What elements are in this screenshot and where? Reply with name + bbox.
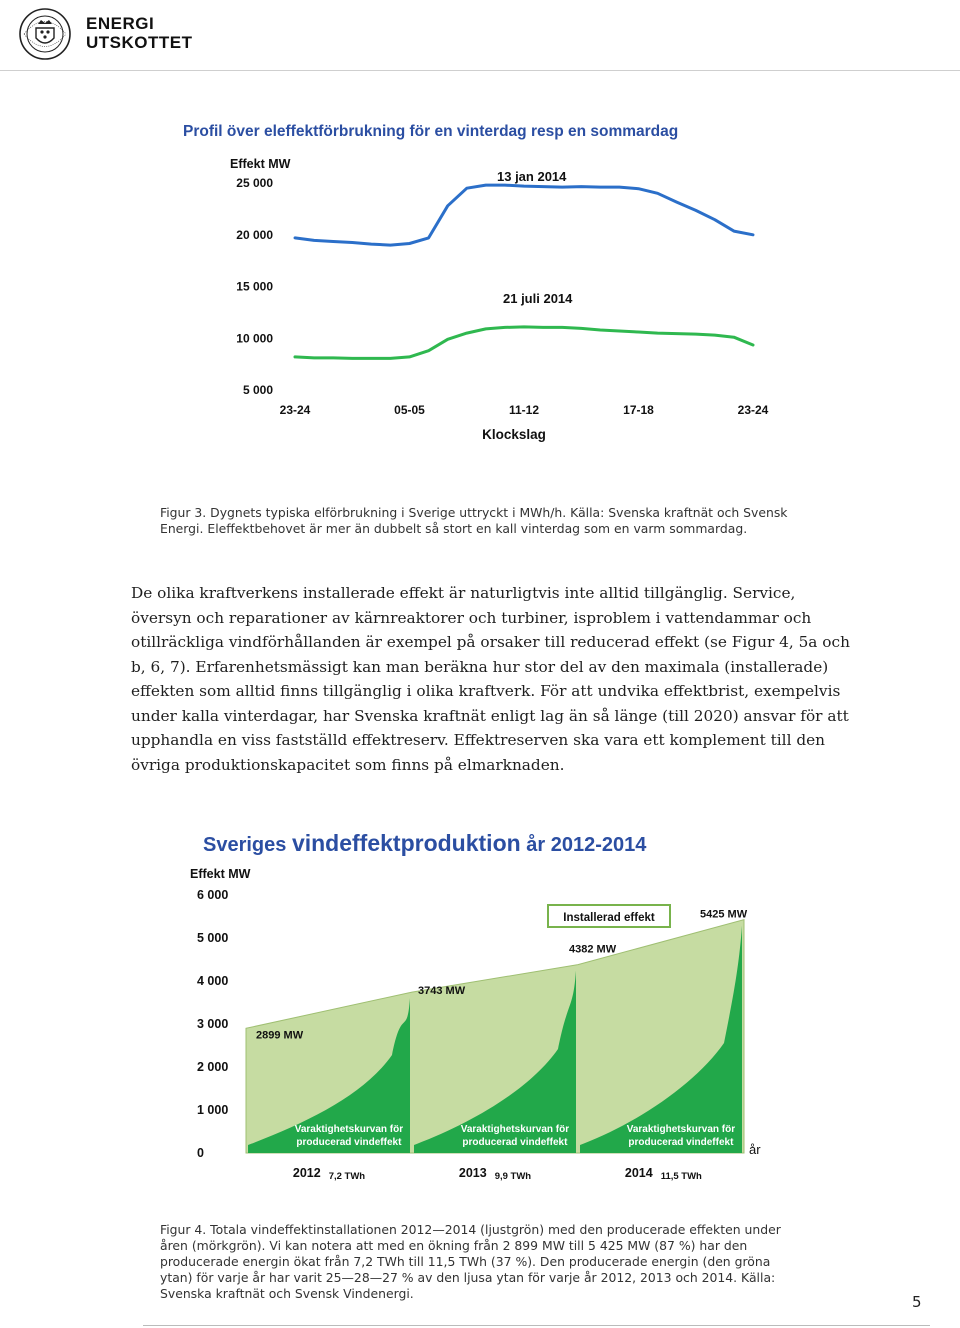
series-label: 13 jan 2014 bbox=[497, 169, 567, 184]
header-divider bbox=[0, 70, 960, 71]
duration-curve-label: producerad vindeffekt bbox=[628, 1137, 734, 1148]
y-tick-label: 5 000 bbox=[243, 383, 273, 397]
y-axis-label: Effekt MW bbox=[190, 867, 251, 881]
y-tick-label: 15 000 bbox=[236, 280, 273, 294]
year-label: 2014 bbox=[625, 1166, 653, 1180]
y-tick-label: 0 bbox=[197, 1146, 204, 1160]
installed-value-label: 3743 MW bbox=[418, 985, 466, 997]
series-line bbox=[293, 325, 755, 360]
installed-value-label: 5425 MW bbox=[700, 909, 748, 921]
produced-energy-area bbox=[248, 998, 410, 1153]
footer-divider bbox=[143, 1325, 930, 1326]
page-number: 5 bbox=[912, 1293, 922, 1311]
y-tick-label: 4 000 bbox=[197, 974, 228, 988]
installed-value-label: 2899 MW bbox=[256, 1029, 304, 1041]
x-tick-label: 05-05 bbox=[394, 403, 425, 417]
duration-curve-label: producerad vindeffekt bbox=[296, 1137, 402, 1148]
energy-label: 11,5 TWh bbox=[661, 1171, 702, 1182]
figure-4-caption-text: Figur 4. Totala vindeffektinstallationen… bbox=[160, 1222, 781, 1301]
y-tick-label: 1 000 bbox=[197, 1103, 228, 1117]
logo-line-2: UTSKOTTET bbox=[86, 33, 193, 52]
x-axis-label: Klockslag bbox=[482, 427, 546, 442]
figure-3-caption-text: Figur 3. Dygnets typiska elförbrukning i… bbox=[160, 505, 788, 536]
produced-energy-area bbox=[580, 925, 742, 1153]
duration-curve-label: Varaktighetskurvan för bbox=[461, 1124, 569, 1135]
page-header: ENERGI UTSKOTTET bbox=[0, 0, 960, 72]
riksdag-seal-icon bbox=[19, 8, 71, 60]
x-tick-label: 23-24 bbox=[280, 403, 311, 417]
year-label: 2013 bbox=[459, 1166, 487, 1180]
installed-legend-label: Installerad effekt bbox=[563, 912, 655, 924]
logo-line-1: ENERGI bbox=[86, 14, 155, 33]
x-tick-label: 23-24 bbox=[738, 403, 769, 417]
chart-title-fragment: år 2012-2014 bbox=[521, 833, 648, 856]
y-tick-label: 2 000 bbox=[197, 1060, 228, 1074]
installed-value-label: 4382 MW bbox=[569, 944, 617, 956]
series-label: 21 juli 2014 bbox=[503, 291, 573, 306]
energy-label: 9,9 TWh bbox=[495, 1171, 532, 1182]
y-tick-label: 10 000 bbox=[236, 331, 273, 345]
organization-logo: ENERGI UTSKOTTET bbox=[86, 14, 193, 52]
figure-3-line-chart: Profil över eleffektförbrukning för en v… bbox=[183, 123, 769, 442]
y-tick-label: 3 000 bbox=[197, 1017, 228, 1031]
y-tick-label: 25 000 bbox=[236, 176, 273, 190]
y-axis-label: Effekt MW bbox=[230, 157, 291, 171]
figure-3-caption: Figur 3. Dygnets typiska elförbrukning i… bbox=[160, 505, 800, 537]
year-label: 2012 bbox=[293, 1166, 321, 1180]
x-axis-label: år bbox=[749, 1142, 761, 1157]
figure-4-caption: Figur 4. Totala vindeffektinstallationen… bbox=[160, 1222, 800, 1302]
y-tick-label: 5 000 bbox=[197, 931, 228, 945]
body-text: De olika kraftverkens installerade effek… bbox=[131, 581, 851, 777]
series-line bbox=[293, 183, 755, 247]
body-paragraph: De olika kraftverkens installerade effek… bbox=[131, 584, 850, 774]
installed-legend-box bbox=[547, 904, 671, 928]
produced-energy-area bbox=[414, 970, 576, 1153]
x-tick-label: 11-12 bbox=[509, 403, 539, 417]
chart-title: Profil över eleffektförbrukning för en v… bbox=[183, 123, 678, 140]
figure-4-area-chart: Sveriges vindeffektproduktion år 2012-20… bbox=[190, 830, 761, 1182]
chart-title-fragment: vindeffektproduktion bbox=[292, 830, 521, 856]
chart-title-fragment: Sveriges bbox=[203, 834, 292, 856]
y-tick-label: 20 000 bbox=[236, 228, 273, 242]
duration-curve-label: Varaktighetskurvan för bbox=[627, 1124, 735, 1135]
y-tick-label: 6 000 bbox=[197, 888, 228, 902]
chart-title-part: Sveriges vindeffektproduktion år 2012-20… bbox=[203, 830, 647, 856]
duration-curve-label: Varaktighetskurvan för bbox=[295, 1124, 403, 1135]
energy-label: 7,2 TWh bbox=[329, 1171, 366, 1182]
x-tick-label: 17-18 bbox=[623, 403, 654, 417]
duration-curve-label: producerad vindeffekt bbox=[462, 1137, 568, 1148]
